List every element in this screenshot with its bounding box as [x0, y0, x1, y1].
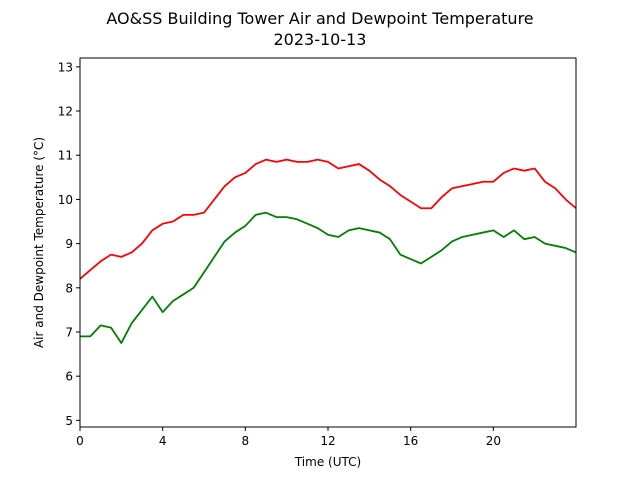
y-tick-label: 6 — [65, 370, 73, 384]
x-tick-label: 20 — [486, 434, 501, 448]
y-tick-label: 11 — [58, 149, 73, 163]
tick-layer: 0 4 8 12 16 20 5 6 7 8 9 10 11 12 13 — [58, 60, 501, 448]
y-tick-label: 7 — [65, 325, 73, 339]
x-tick-label: 12 — [320, 434, 335, 448]
x-tick-label: 0 — [76, 434, 84, 448]
x-tick-label: 8 — [242, 434, 250, 448]
x-tick-label: 16 — [403, 434, 418, 448]
y-tick-label: 8 — [65, 281, 73, 295]
series-line-1 — [80, 211, 577, 344]
y-axis-label: Air and Dewpoint Temperature (°C) — [32, 137, 46, 348]
y-tick-label: 13 — [58, 60, 73, 74]
chart-subtitle: 2023-10-13 — [274, 30, 367, 49]
chart-title: AO&SS Building Tower Air and Dewpoint Te… — [106, 9, 533, 28]
x-tick-label: 4 — [159, 434, 167, 448]
series-line-0 — [79, 158, 577, 280]
series-layer — [79, 158, 577, 344]
y-tick-label: 5 — [65, 414, 73, 428]
x-axis-label: Time (UTC) — [294, 455, 361, 469]
y-tick-label: 12 — [58, 105, 73, 119]
y-tick-label: 9 — [65, 237, 73, 251]
plot-frame — [79, 57, 577, 428]
y-tick-label: 10 — [58, 193, 73, 207]
